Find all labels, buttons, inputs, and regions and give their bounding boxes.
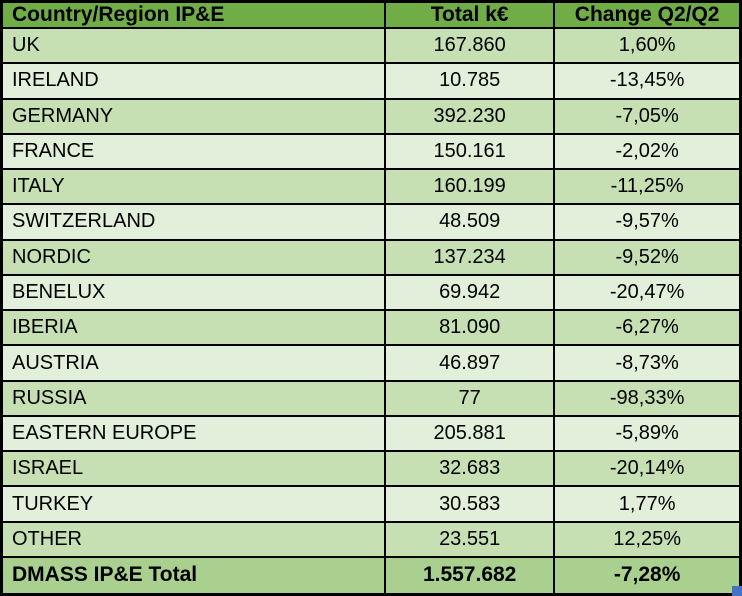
table-row: SWITZERLAND 48.509 -9,57% xyxy=(0,203,742,241)
region-cell[interactable]: UK xyxy=(0,26,387,65)
region-cell[interactable]: RUSSIA xyxy=(0,379,387,417)
total-cell[interactable]: 10.785 xyxy=(384,62,556,100)
total-row-total-cell[interactable]: 1.557.682 xyxy=(384,555,556,596)
change-cell[interactable]: 1,60% xyxy=(553,26,742,65)
change-cell[interactable]: -8,73% xyxy=(553,344,742,382)
total-row-change-cell[interactable]: -7,28% xyxy=(553,555,742,596)
change-cell[interactable]: -20,47% xyxy=(553,273,742,312)
total-row: DMASS IP&E Total 1.557.682 -7,28% xyxy=(0,555,742,596)
table-row: TURKEY 30.583 1,77% xyxy=(0,485,742,523)
change-cell[interactable]: -20,14% xyxy=(553,450,742,488)
region-cell[interactable]: GERMANY xyxy=(0,97,387,135)
change-cell[interactable]: -11,25% xyxy=(553,168,742,206)
region-cell[interactable]: SWITZERLAND xyxy=(0,203,387,241)
total-cell[interactable]: 205.881 xyxy=(384,414,556,453)
total-cell[interactable]: 77 xyxy=(384,379,556,417)
table-row: RUSSIA 77 -98,33% xyxy=(0,379,742,417)
table-row: UK 167.860 1,60% xyxy=(0,26,742,65)
total-cell[interactable]: 46.897 xyxy=(384,344,556,382)
region-cell[interactable]: NORDIC xyxy=(0,238,387,276)
header-row: Country/Region IP&E Total k€ Change Q2/Q… xyxy=(0,0,742,29)
change-cell[interactable]: -13,45% xyxy=(553,62,742,100)
selection-fill-handle[interactable] xyxy=(732,586,742,596)
total-cell[interactable]: 392.230 xyxy=(384,97,556,135)
total-cell[interactable]: 137.234 xyxy=(384,238,556,276)
table-row: EASTERN EUROPE 205.881 -5,89% xyxy=(0,414,742,453)
table-row: ISRAEL 32.683 -20,14% xyxy=(0,450,742,488)
table-row: OTHER 23.551 12,25% xyxy=(0,520,742,558)
change-cell[interactable]: 12,25% xyxy=(553,520,742,558)
region-cell[interactable]: TURKEY xyxy=(0,485,387,523)
total-cell[interactable]: 160.199 xyxy=(384,168,556,206)
change-cell[interactable]: -9,57% xyxy=(553,203,742,241)
total-cell[interactable]: 23.551 xyxy=(384,520,556,558)
table-row: FRANCE 150.161 -2,02% xyxy=(0,132,742,171)
table-row: IRELAND 10.785 -13,45% xyxy=(0,62,742,100)
column-header-total[interactable]: Total k€ xyxy=(384,0,556,29)
total-cell[interactable]: 69.942 xyxy=(384,273,556,312)
total-cell[interactable]: 167.860 xyxy=(384,26,556,65)
total-cell[interactable]: 30.583 xyxy=(384,485,556,523)
table-row: BENELUX 69.942 -20,47% xyxy=(0,273,742,312)
total-cell[interactable]: 81.090 xyxy=(384,309,556,347)
total-cell[interactable]: 32.683 xyxy=(384,450,556,488)
table-row: IBERIA 81.090 -6,27% xyxy=(0,309,742,347)
region-cell[interactable]: ITALY xyxy=(0,168,387,206)
table-row: NORDIC 137.234 -9,52% xyxy=(0,238,742,276)
region-cell[interactable]: ISRAEL xyxy=(0,450,387,488)
region-cell[interactable]: IBERIA xyxy=(0,309,387,347)
column-header-change[interactable]: Change Q2/Q2 xyxy=(553,0,742,29)
region-cell[interactable]: OTHER xyxy=(0,520,387,558)
total-row-label-cell[interactable]: DMASS IP&E Total xyxy=(0,555,387,596)
change-cell[interactable]: -5,89% xyxy=(553,414,742,453)
region-cell[interactable]: AUSTRIA xyxy=(0,344,387,382)
region-cell[interactable]: EASTERN EUROPE xyxy=(0,414,387,453)
change-cell[interactable]: -2,02% xyxy=(553,132,742,171)
change-cell[interactable]: -9,52% xyxy=(553,238,742,276)
table-row: AUSTRIA 46.897 -8,73% xyxy=(0,344,742,382)
column-header-region[interactable]: Country/Region IP&E xyxy=(0,0,387,29)
table-row: GERMANY 392.230 -7,05% xyxy=(0,97,742,135)
change-cell[interactable]: -6,27% xyxy=(553,309,742,347)
region-cell[interactable]: IRELAND xyxy=(0,62,387,100)
table-row: ITALY 160.199 -11,25% xyxy=(0,168,742,206)
region-cell[interactable]: BENELUX xyxy=(0,273,387,312)
total-cell[interactable]: 150.161 xyxy=(384,132,556,171)
change-cell[interactable]: -98,33% xyxy=(553,379,742,417)
change-cell[interactable]: 1,77% xyxy=(553,485,742,523)
total-cell[interactable]: 48.509 xyxy=(384,203,556,241)
region-cell[interactable]: FRANCE xyxy=(0,132,387,171)
change-cell[interactable]: -7,05% xyxy=(553,97,742,135)
